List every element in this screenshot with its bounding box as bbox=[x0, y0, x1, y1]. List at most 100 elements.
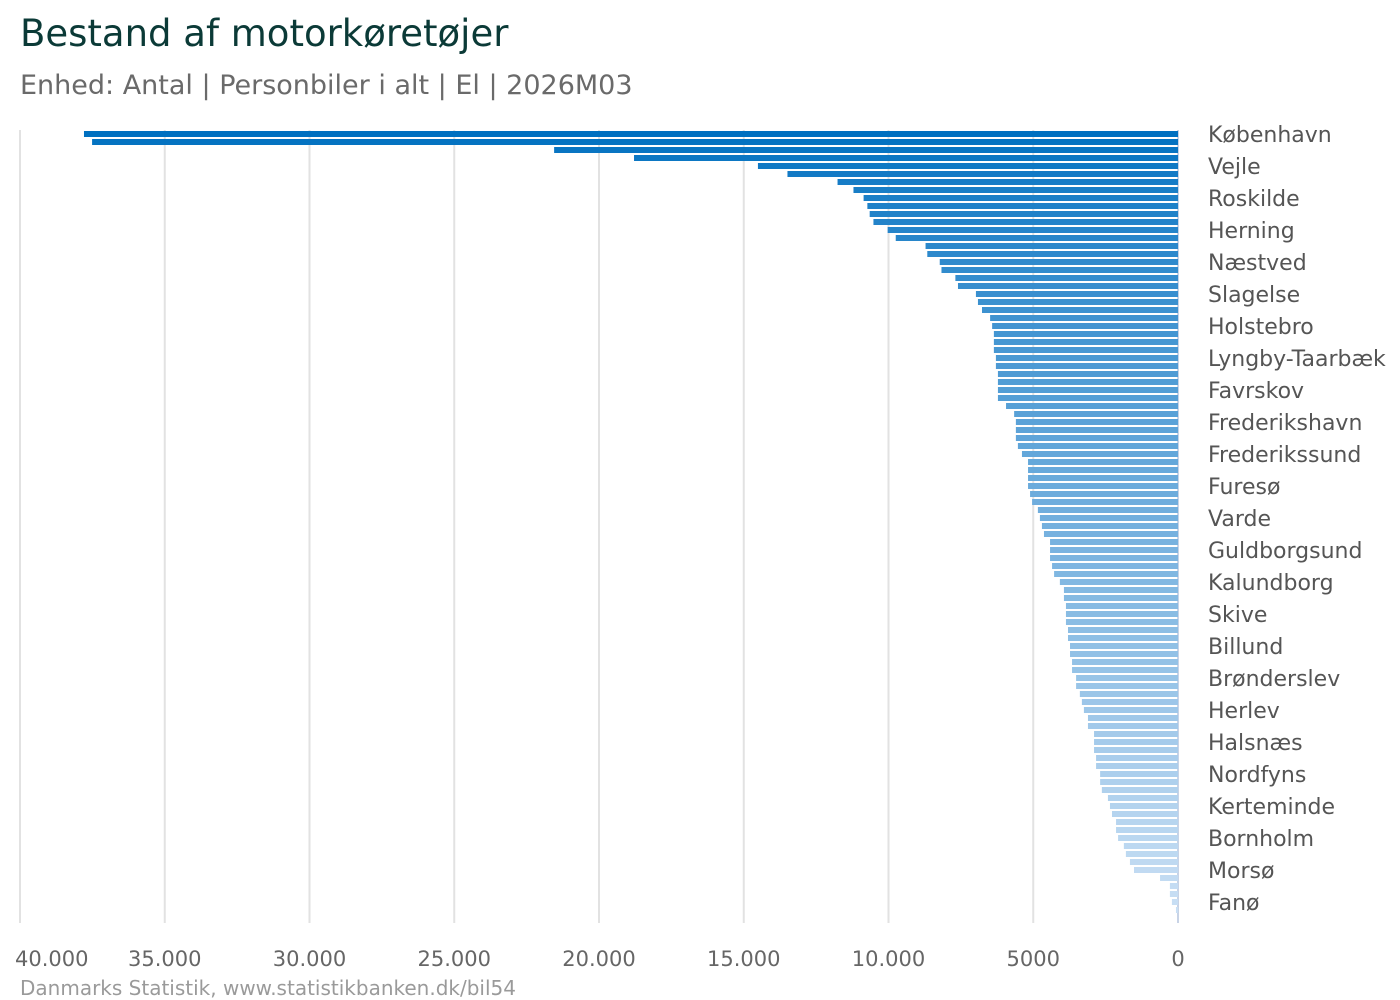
bar bbox=[1017, 443, 1178, 449]
category-label: Guldborgsund bbox=[1208, 539, 1362, 564]
category-label: Roskilde bbox=[1208, 187, 1300, 212]
bar bbox=[634, 155, 1178, 161]
bar bbox=[1041, 523, 1178, 529]
bar bbox=[1116, 819, 1178, 825]
category-label: Holstebro bbox=[1208, 315, 1314, 340]
bar bbox=[997, 371, 1178, 377]
bar bbox=[1050, 555, 1178, 561]
x-tick-label: 25.000 bbox=[418, 947, 491, 971]
bar bbox=[1028, 483, 1178, 489]
bar bbox=[1123, 843, 1178, 849]
bar bbox=[1050, 547, 1178, 553]
bar bbox=[887, 227, 1178, 233]
category-label: København bbox=[1208, 123, 1332, 148]
bar bbox=[1054, 571, 1178, 577]
bar bbox=[1028, 459, 1178, 465]
bar bbox=[1063, 595, 1178, 601]
bar bbox=[1015, 435, 1178, 441]
bar bbox=[1100, 779, 1178, 785]
category-label: Lyngby-Taarbæk bbox=[1208, 347, 1386, 372]
bar bbox=[757, 163, 1178, 169]
bar bbox=[990, 315, 1178, 321]
gridlines bbox=[19, 130, 1179, 923]
bar bbox=[1070, 643, 1178, 649]
bar bbox=[1052, 563, 1178, 569]
bar bbox=[993, 347, 1178, 353]
category-label: Brønderslev bbox=[1208, 667, 1340, 692]
bar bbox=[554, 147, 1178, 153]
category-label: Frederikssund bbox=[1208, 443, 1361, 468]
bar bbox=[1160, 875, 1178, 881]
bar bbox=[1032, 499, 1178, 505]
x-tick-label: 35.000 bbox=[128, 947, 201, 971]
category-label: Favrskov bbox=[1208, 379, 1304, 404]
bar bbox=[1107, 795, 1178, 801]
bar bbox=[1094, 731, 1178, 737]
bar bbox=[1065, 603, 1178, 609]
bar bbox=[1133, 867, 1178, 873]
bar bbox=[925, 243, 1178, 249]
category-label: Nordfyns bbox=[1208, 763, 1306, 788]
category-label: Kerteminde bbox=[1208, 795, 1335, 820]
bar bbox=[1076, 675, 1178, 681]
category-label: Slagelse bbox=[1208, 283, 1300, 308]
category-label: Vejle bbox=[1208, 155, 1261, 180]
bar bbox=[1028, 467, 1178, 473]
bar bbox=[993, 331, 1178, 337]
bar bbox=[995, 363, 1178, 369]
bar bbox=[939, 259, 1178, 265]
chart-title: Bestand af motorkøretøjer bbox=[20, 12, 509, 55]
category-label: Kalundborg bbox=[1208, 571, 1334, 596]
bar bbox=[1059, 579, 1178, 585]
bar bbox=[1076, 683, 1178, 689]
bar bbox=[1169, 891, 1178, 897]
bar bbox=[1030, 491, 1178, 497]
bar bbox=[1175, 907, 1178, 913]
bar bbox=[1081, 699, 1178, 705]
category-label: Billund bbox=[1208, 635, 1283, 660]
bar bbox=[1118, 835, 1178, 841]
bar bbox=[1028, 475, 1178, 481]
bar bbox=[995, 355, 1178, 361]
bar bbox=[977, 299, 1178, 305]
bar bbox=[997, 395, 1178, 401]
bar bbox=[895, 235, 1178, 241]
x-tick-label: 15.000 bbox=[707, 947, 780, 971]
bar bbox=[1171, 899, 1178, 905]
bar bbox=[1015, 419, 1178, 425]
bar bbox=[993, 339, 1178, 345]
bar bbox=[1096, 763, 1178, 769]
bar bbox=[975, 291, 1178, 297]
bar bbox=[869, 211, 1178, 217]
bar bbox=[92, 139, 1179, 145]
bar bbox=[787, 171, 1178, 177]
x-tick-label: 40.000 bbox=[15, 947, 88, 971]
category-label: Varde bbox=[1208, 507, 1271, 532]
category-label: Furesø bbox=[1208, 475, 1280, 500]
category-label: Morsø bbox=[1208, 859, 1274, 884]
category-label: Halsnæs bbox=[1208, 731, 1303, 756]
bar bbox=[1109, 803, 1178, 809]
bar bbox=[1039, 515, 1178, 521]
bar bbox=[1125, 851, 1178, 857]
bar bbox=[1087, 715, 1178, 721]
bar bbox=[1072, 667, 1178, 673]
bar bbox=[1101, 787, 1178, 793]
category-label: Bornholm bbox=[1208, 827, 1314, 852]
bar bbox=[1094, 739, 1178, 745]
bar bbox=[1096, 755, 1178, 761]
bar bbox=[1087, 723, 1178, 729]
bar bbox=[1006, 403, 1178, 409]
bar bbox=[1067, 627, 1178, 633]
category-labels: København Vejle Roskilde Herning Næstved Slag… bbox=[1208, 123, 1386, 916]
bar bbox=[955, 275, 1178, 281]
x-tick-label: 10.000 bbox=[852, 947, 925, 971]
bar bbox=[992, 323, 1178, 329]
bar bbox=[837, 179, 1178, 185]
bar bbox=[1063, 587, 1178, 593]
category-label: Herning bbox=[1208, 219, 1295, 244]
bar bbox=[1116, 827, 1178, 833]
bar bbox=[1169, 883, 1178, 889]
source-note: Danmarks Statistik, www.statistikbanken.… bbox=[20, 976, 516, 1000]
